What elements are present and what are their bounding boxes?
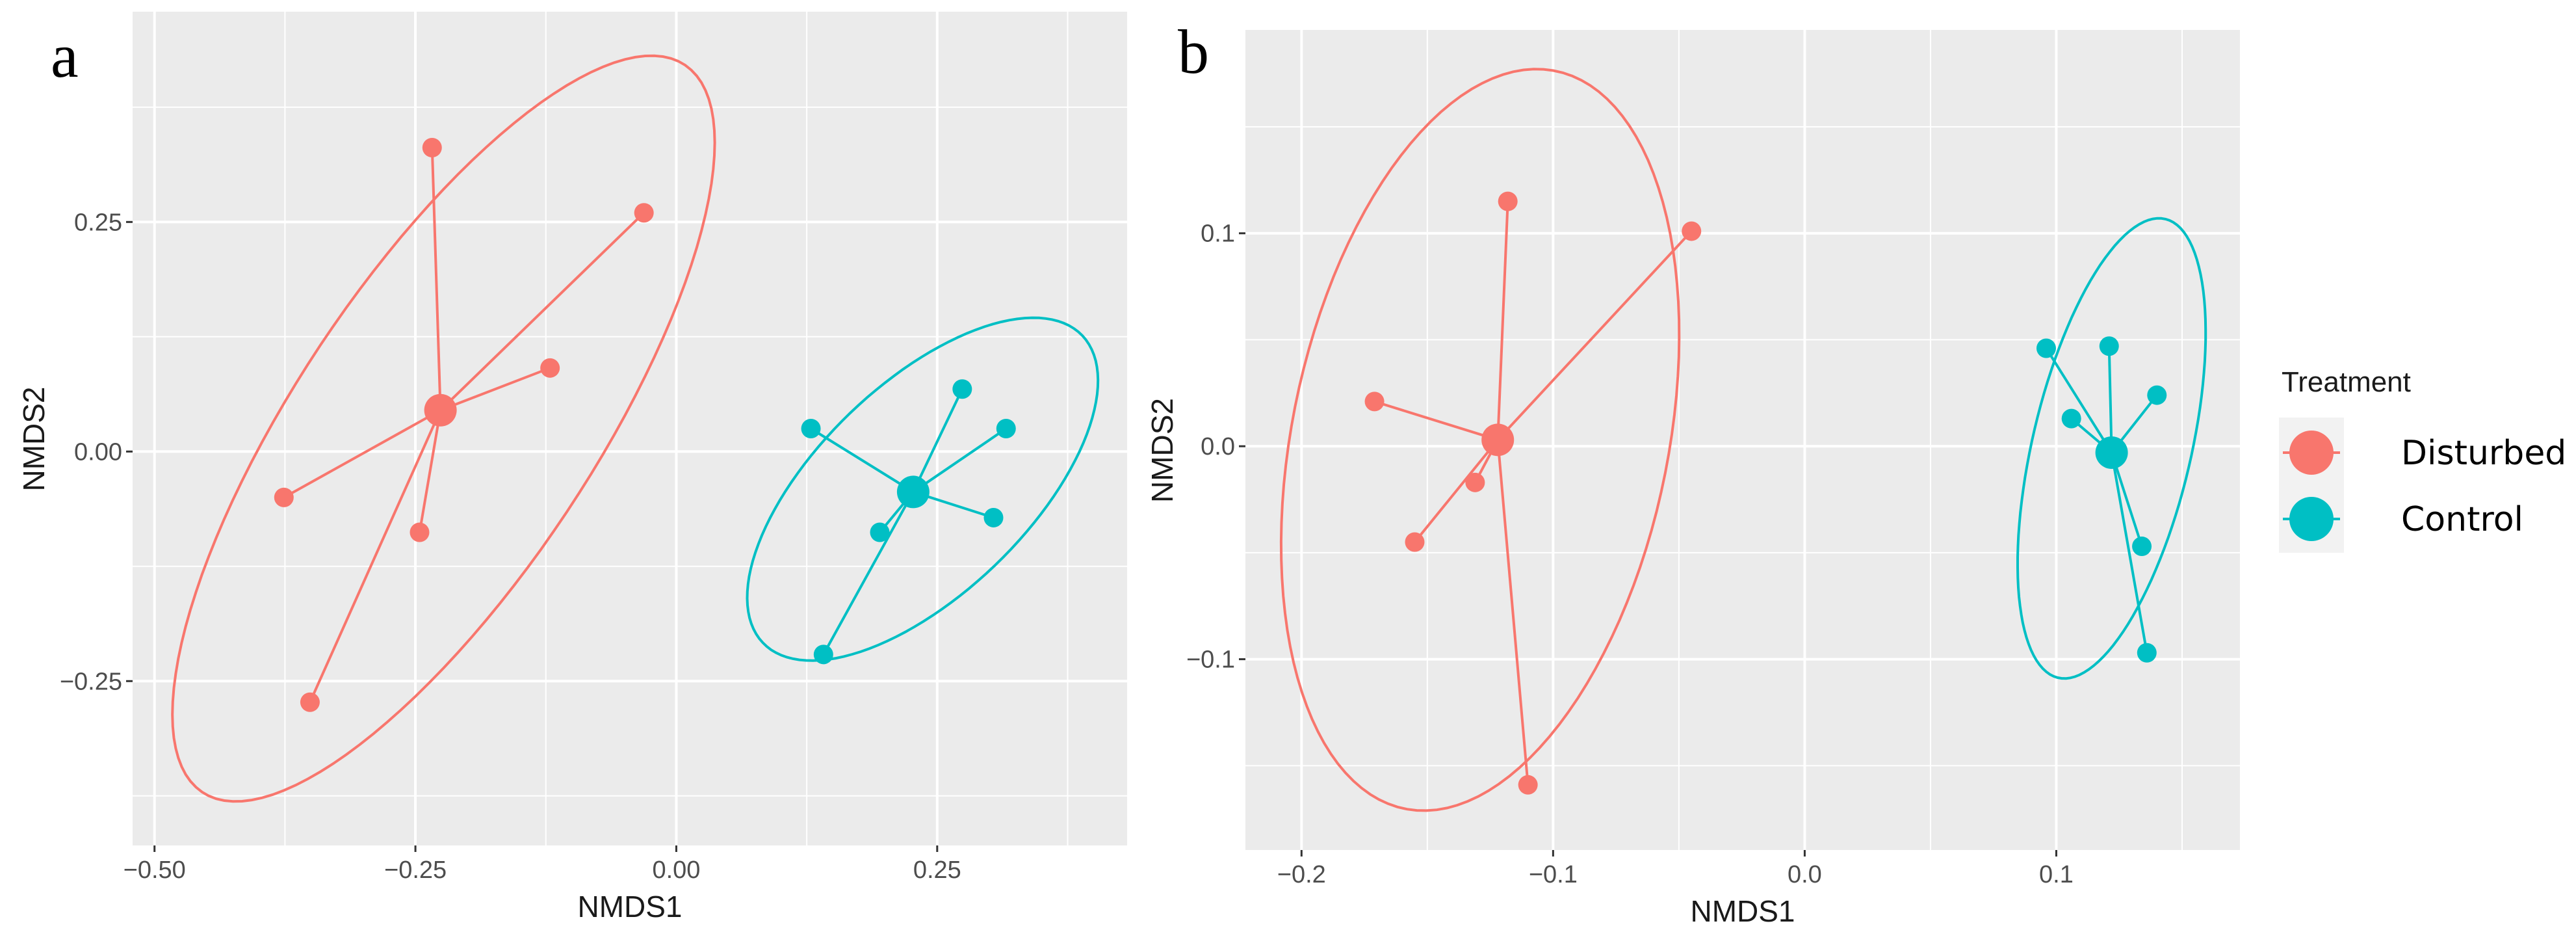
spider-line xyxy=(309,409,442,703)
data-point xyxy=(801,419,821,438)
panel-label-b: b xyxy=(1178,17,1209,86)
data-point xyxy=(2099,336,2119,356)
spider-line xyxy=(1496,201,1509,440)
data-point xyxy=(540,358,560,378)
plot-background xyxy=(1245,30,2240,850)
spider-line xyxy=(418,410,442,533)
spider-line xyxy=(439,211,645,412)
legend-label-disturbed: Disturbed xyxy=(2401,434,2566,473)
legend-label-control: Control xyxy=(2401,500,2523,539)
data-point xyxy=(1465,472,1485,492)
y-tick-label: 0.00 xyxy=(74,438,122,466)
centroid-point xyxy=(1481,423,1515,457)
x-tick-label: 0.0 xyxy=(1788,861,1822,888)
data-point xyxy=(1498,191,1518,211)
y-axis-title: NMDS2 xyxy=(17,386,51,491)
spider-line xyxy=(822,491,915,656)
series-control xyxy=(746,316,1100,665)
legend-title: Treatment xyxy=(2282,366,2411,398)
spider-line xyxy=(912,427,1007,494)
series-disturbed xyxy=(171,54,716,803)
spider-line xyxy=(1413,439,1499,543)
data-point xyxy=(870,522,890,542)
centroid-point xyxy=(424,393,457,427)
data-point xyxy=(1518,775,1538,795)
data-point xyxy=(634,203,654,223)
data-point xyxy=(996,419,1016,438)
data-point xyxy=(952,379,972,399)
x-tick-label: −0.50 xyxy=(124,857,186,884)
data-point xyxy=(1682,221,1702,241)
legend-key-disturbed xyxy=(2289,431,2334,475)
data-point xyxy=(1405,532,1425,552)
spider-line xyxy=(912,388,964,493)
x-tick-label: −0.2 xyxy=(1277,861,1326,888)
series-disturbed xyxy=(1279,68,1702,812)
data-point xyxy=(300,692,320,712)
plot-background xyxy=(133,12,1127,845)
spider-line xyxy=(439,366,551,412)
spider-line xyxy=(2110,452,2143,547)
legend-key-control xyxy=(2289,497,2334,541)
y-tick-label: 0.1 xyxy=(1201,220,1235,248)
y-tick-label: 0.25 xyxy=(74,209,122,236)
x-axis-title: NMDS1 xyxy=(577,890,682,923)
data-point xyxy=(422,137,442,157)
legend: Treatment Disturbed Control xyxy=(2279,366,2566,553)
spider-line xyxy=(2107,346,2113,453)
spider-line xyxy=(1373,400,1498,442)
spider-line xyxy=(430,147,442,410)
x-tick-label: −0.1 xyxy=(1529,861,1578,888)
data-point xyxy=(2061,408,2081,429)
spider-line xyxy=(810,427,914,494)
data-point xyxy=(2137,643,2157,663)
x-axis-title: NMDS1 xyxy=(1690,894,1795,928)
x-tick-label: 0.25 xyxy=(913,857,961,884)
x-tick-label: 0.00 xyxy=(652,857,700,884)
spider-line xyxy=(283,409,441,499)
panel-label-a: a xyxy=(51,21,79,90)
spider-line xyxy=(2045,347,2113,454)
spider-line xyxy=(1496,230,1693,441)
y-axis-title: NMDS2 xyxy=(1145,398,1179,503)
confidence-ellipse xyxy=(171,54,716,803)
centroid-point xyxy=(896,475,930,509)
data-point xyxy=(2132,537,2152,557)
panel-b: −0.2 −0.1 0.0 0.1 −0.1 0.0 0.1 NMDS1 NMDS2 xyxy=(1145,30,2240,928)
data-point xyxy=(813,644,833,665)
data-point xyxy=(983,507,1004,527)
series-control xyxy=(2016,217,2207,680)
data-point xyxy=(1364,392,1385,412)
spider-line xyxy=(2110,452,2148,654)
confidence-ellipse xyxy=(1279,68,1681,812)
data-point xyxy=(274,487,294,507)
data-point xyxy=(410,522,430,542)
x-tick-label: −0.25 xyxy=(384,857,447,884)
y-tick-label: −0.1 xyxy=(1186,646,1235,674)
y-tick-label: −0.25 xyxy=(60,668,122,695)
x-tick-label: 0.1 xyxy=(2039,861,2074,888)
spider-line xyxy=(1496,440,1529,785)
data-point xyxy=(2147,385,2167,405)
confidence-ellipse xyxy=(2016,217,2207,680)
y-tick-label: 0.0 xyxy=(1201,433,1235,460)
centroid-point xyxy=(2095,436,2128,469)
confidence-ellipse xyxy=(746,316,1100,662)
panel-a: −0.50 −0.25 0.00 0.25 −0.25 0.00 0.25 NMDS1 NMDS… xyxy=(17,12,1127,923)
data-point xyxy=(2036,338,2056,358)
